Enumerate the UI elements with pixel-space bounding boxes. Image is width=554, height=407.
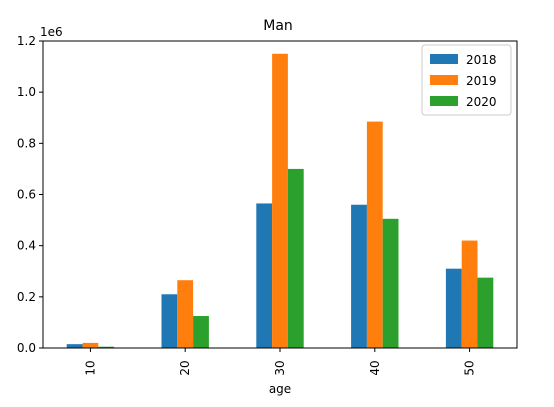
bar-2019-20	[177, 280, 194, 348]
y-tick-label: 0.4	[17, 239, 36, 253]
x-tick-label: 30	[273, 360, 287, 375]
bar-2018-30	[256, 203, 273, 348]
bar-2018-20	[161, 294, 178, 348]
bar-2018-50	[445, 268, 462, 348]
x-tick-label: 50	[463, 360, 477, 375]
y-tick-label: 1.2	[17, 34, 36, 48]
bar-2019-40	[366, 121, 383, 349]
bars-group	[66, 53, 494, 349]
bar-2020-30	[287, 168, 304, 348]
bar-2019-30	[272, 53, 288, 349]
legend-label-2019: 2019	[466, 74, 497, 88]
bar-2018-40	[351, 204, 367, 348]
x-tick-label: 10	[83, 360, 97, 375]
bar-2020-40	[382, 218, 399, 348]
y-tick-label: 0.2	[17, 290, 36, 304]
y-axis: 0.0 0.2 0.4 0.6 0.8 1.0 1.2	[17, 34, 43, 355]
y-tick-label: 0.0	[17, 341, 36, 355]
legend-swatch-2019	[430, 75, 458, 85]
bar-2020-20	[193, 316, 209, 348]
y-offset-label: 1e6	[40, 25, 63, 39]
y-tick-label: 0.8	[17, 136, 36, 150]
x-axis-label: age	[269, 382, 291, 396]
legend-swatch-2018	[430, 54, 458, 64]
plot-frame	[42, 40, 518, 349]
legend-swatch-2020	[430, 96, 458, 106]
bar-2020-50	[477, 277, 494, 348]
x-tick-label: 20	[178, 360, 192, 375]
bar-2019-50	[461, 240, 478, 348]
chart-title: Man	[263, 18, 293, 34]
y-tick-label: 0.6	[17, 188, 36, 202]
bar-2019-10	[82, 342, 99, 348]
legend-label-2018: 2018	[466, 53, 497, 67]
y-tick-label: 1.0	[17, 85, 36, 99]
legend: 2018 2019 2020	[421, 44, 512, 116]
x-tick-label: 40	[368, 360, 382, 375]
bar-2018-10	[66, 344, 83, 348]
x-axis: 10 20 30 40 50	[83, 348, 477, 376]
bar-2020-10	[98, 346, 115, 348]
legend-label-2020: 2020	[466, 95, 497, 109]
